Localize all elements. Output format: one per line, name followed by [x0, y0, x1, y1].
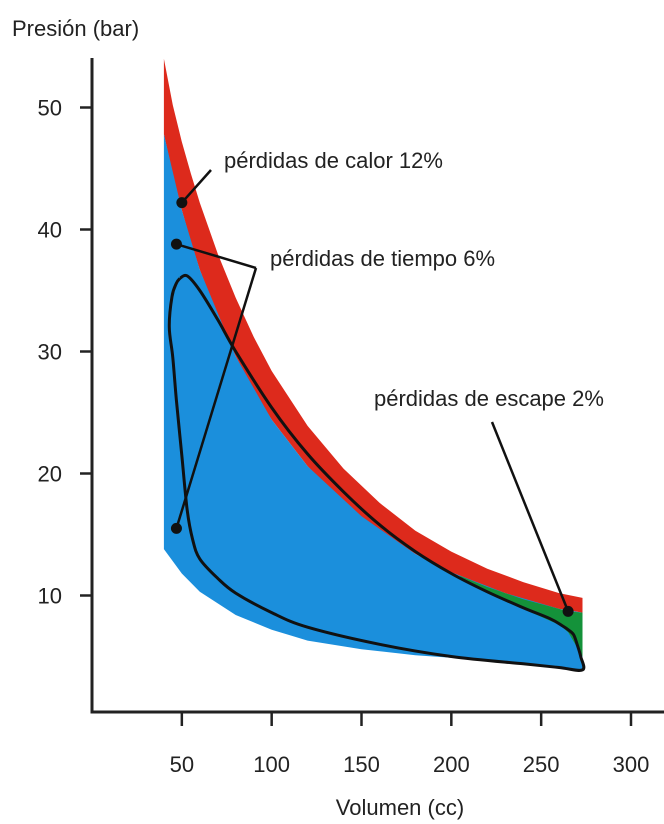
heat-loss-label: pérdidas de calor 12%	[224, 148, 443, 173]
y-axis-label: Presión (bar)	[12, 16, 139, 41]
x-tick-label: 50	[170, 752, 194, 777]
heat-loss-area	[163, 58, 583, 613]
time-loss-leader-line	[175, 267, 258, 529]
annotations: pérdidas de calor 12% pérdidas de tiempo …	[170, 148, 604, 617]
actual-cycle-group	[167, 273, 586, 672]
y-tick-label: 20	[38, 462, 62, 487]
time-loss-marker-dot	[170, 238, 182, 250]
y-tick-label: 10	[38, 584, 62, 609]
x-tick-label: 200	[433, 752, 470, 777]
time-loss-area	[163, 134, 583, 670]
exhaust-loss-marker-dot	[562, 605, 574, 617]
x-tick-label: 150	[343, 752, 380, 777]
time-loss-marker-dot	[170, 522, 182, 534]
x-tick-label: 100	[253, 752, 290, 777]
y-tick-label: 50	[38, 96, 62, 121]
axes	[90, 58, 664, 714]
exhaust-loss-leader-line	[490, 421, 570, 612]
exhaust-loss-label: pérdidas de escape 2%	[374, 386, 604, 411]
x-tick-label: 300	[613, 752, 650, 777]
heat-loss-marker-dot	[176, 197, 188, 209]
actual-cycle-curve	[167, 273, 586, 672]
x-axis-label: Volumen (cc)	[336, 795, 464, 820]
time-loss-leader-line	[176, 242, 257, 270]
y-tick-label: 40	[38, 218, 62, 243]
x-tick-label: 250	[523, 752, 560, 777]
time-loss-label: pérdidas de tiempo 6%	[270, 246, 495, 271]
ticks: 50 100 150 200 250 300 10 20 30 40 50	[38, 96, 650, 778]
heat-loss-leader-line	[180, 169, 212, 204]
y-tick-label: 30	[38, 340, 62, 365]
